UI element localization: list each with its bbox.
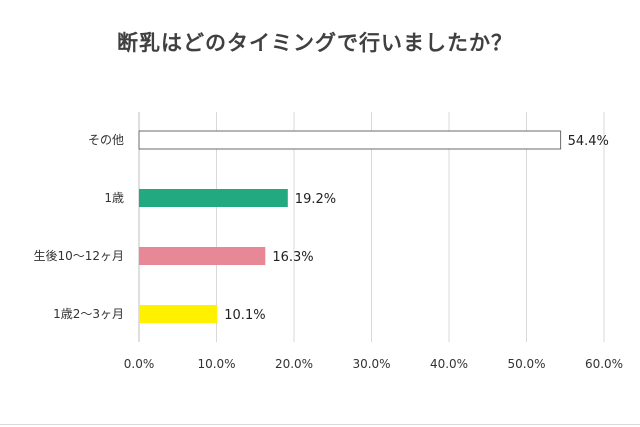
x-tick-label: 40.0% — [430, 357, 468, 371]
bottom-divider — [0, 424, 640, 425]
grid-lines — [138, 112, 605, 342]
data-labels: 54.4% 19.2% 16.3% 10.1% — [224, 134, 609, 323]
x-tick-label: 50.0% — [507, 357, 545, 371]
bar — [139, 189, 288, 207]
bars — [138, 130, 562, 323]
x-tick-labels: 0.0% 10.0% 20.0% 30.0% 40.0% 50.0% 60.0% — [124, 357, 623, 371]
x-tick-label: 30.0% — [352, 357, 390, 371]
bar — [139, 305, 218, 323]
chart-title: 断乳はどのタイミングで行いましたか？ — [117, 31, 513, 55]
bar — [138, 130, 562, 150]
x-tick-label: 60.0% — [585, 357, 623, 371]
x-tick-label: 10.0% — [197, 357, 235, 371]
data-label: 54.4% — [568, 134, 609, 149]
data-label: 10.1% — [224, 308, 265, 323]
data-label: 19.2% — [295, 192, 336, 207]
category-label: 1歳2〜3ヶ月 — [53, 307, 124, 321]
category-label: 生後10〜12ヶ月 — [33, 249, 124, 263]
category-label: 1歳 — [104, 191, 124, 205]
x-tick-label: 20.0% — [275, 357, 313, 371]
category-label: その他 — [88, 133, 124, 147]
x-tick-label: 0.0% — [124, 357, 155, 371]
bar — [139, 247, 266, 265]
data-label: 16.3% — [272, 250, 313, 265]
